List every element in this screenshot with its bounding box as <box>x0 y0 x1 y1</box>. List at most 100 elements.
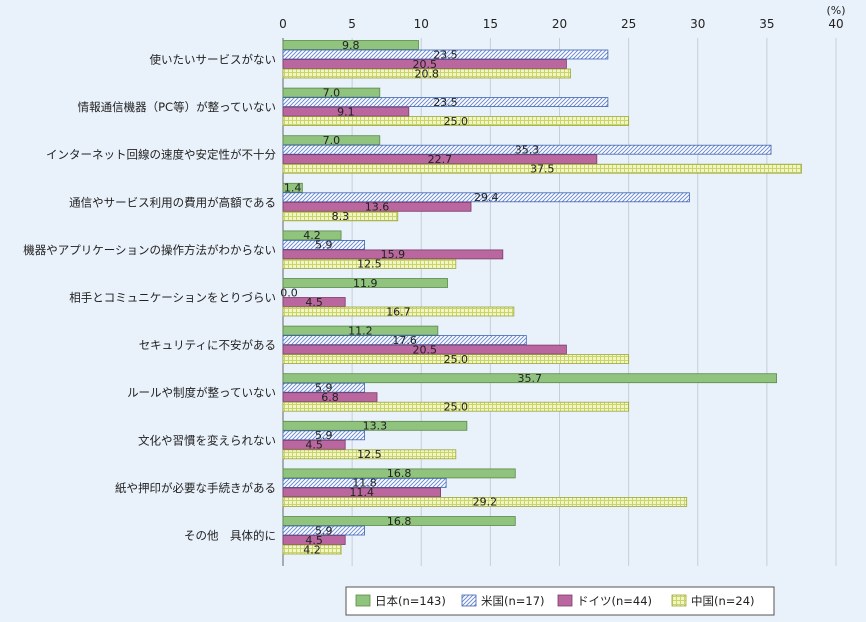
data-labels: 9.823.520.520.87.023.59.125.07.035.322.7… <box>280 39 554 556</box>
category-label: インターネット回線の速度や安定性が不十分 <box>46 148 276 162</box>
bar <box>282 239 365 250</box>
legend-label: 米国(n=17) <box>481 594 545 608</box>
data-label: 4.2 <box>303 543 321 556</box>
bars <box>282 40 802 555</box>
bar <box>282 392 378 403</box>
legend: 日本(n=143) 米国(n=17) ドイツ(n=44) 中国(n=24) <box>345 586 775 616</box>
bar <box>282 382 365 393</box>
data-label: 12.5 <box>357 258 382 271</box>
legend-label: 日本(n=143) <box>375 594 446 608</box>
bar <box>282 516 516 526</box>
tick-label: 10 <box>414 17 429 31</box>
legend-box <box>345 586 775 616</box>
legend-label: ドイツ(n=44) <box>577 594 652 608</box>
category-label: ルールや制度が整っていない <box>127 386 276 400</box>
unit-label: (%) <box>826 4 845 17</box>
bar <box>282 297 346 307</box>
bar <box>282 468 516 479</box>
tick-label: 40 <box>828 17 843 31</box>
data-label: 11.9 <box>353 277 378 290</box>
data-label: 20.8 <box>415 67 440 80</box>
bar <box>282 373 777 384</box>
data-label: 9.8 <box>342 39 360 52</box>
data-label: 4.2 <box>303 229 321 242</box>
bar <box>282 163 802 174</box>
data-label: 7.0 <box>323 134 341 147</box>
data-label: 4.5 <box>305 534 323 547</box>
bar <box>282 496 688 507</box>
category-label: 使いたいサービスがない <box>150 53 277 67</box>
data-label: 12.5 <box>357 448 382 461</box>
tick-label: 5 <box>348 17 356 31</box>
data-label: 9.1 <box>337 105 355 118</box>
x-axis: 0 5 10 15 20 25 30 35 40(%) <box>279 4 845 31</box>
data-label: 5.9 <box>315 429 333 442</box>
tick-label: 15 <box>483 17 498 31</box>
category-label: 紙や押印が必要な手続きがある <box>115 481 276 495</box>
category-label: 通信やサービス利用の費用が高額である <box>69 195 276 209</box>
bar <box>282 535 346 545</box>
legend-swatch <box>557 594 573 607</box>
bar <box>282 154 598 165</box>
data-label: 6.8 <box>321 391 339 404</box>
bar <box>282 201 472 212</box>
tick-label: 25 <box>621 17 636 31</box>
data-label: 29.4 <box>474 191 499 204</box>
data-label: 5.9 <box>315 524 333 537</box>
data-label: 15.9 <box>381 248 406 261</box>
category-label: 機器やアプリケーションの操作方法がわからない <box>23 243 276 257</box>
bar <box>282 325 439 336</box>
bar <box>282 135 381 146</box>
bar <box>282 211 399 222</box>
category-label: 文化や習慣を変えられない <box>138 433 276 447</box>
bar <box>282 487 442 498</box>
bar <box>282 87 381 98</box>
bar <box>282 192 690 203</box>
bar <box>282 449 457 460</box>
data-label: 23.5 <box>433 48 458 61</box>
tick-label: 30 <box>690 17 705 31</box>
legend-swatch <box>671 594 687 607</box>
data-label: 29.2 <box>473 496 498 509</box>
data-label: 0.0 <box>280 286 298 299</box>
bar <box>282 258 457 269</box>
bar <box>282 544 342 555</box>
legend-swatch <box>461 594 477 607</box>
data-label: 5.9 <box>315 382 333 395</box>
bar <box>282 182 303 193</box>
bar <box>282 420 468 431</box>
data-label: 11.2 <box>348 324 373 337</box>
data-label: 25.0 <box>444 353 469 366</box>
legend-label: 中国(n=24) <box>691 594 755 608</box>
data-label: 13.6 <box>365 201 390 214</box>
data-label: 20.5 <box>412 58 437 71</box>
data-label: 23.5 <box>433 96 458 109</box>
data-label: 11.4 <box>350 486 375 499</box>
data-label: 4.5 <box>305 439 323 452</box>
data-label: 4.5 <box>305 296 323 309</box>
data-label: 16.8 <box>387 467 412 480</box>
data-label: 5.9 <box>315 239 333 252</box>
data-label: 8.3 <box>332 210 350 223</box>
category-label: 相手とコミュニケーションをとりづらい <box>69 291 276 305</box>
bar <box>282 144 772 155</box>
bar <box>282 106 410 117</box>
data-label: 25.0 <box>444 401 469 414</box>
bar <box>282 525 365 536</box>
data-label: 1.4 <box>284 182 302 195</box>
data-label: 11.8 <box>352 477 377 490</box>
data-label: 20.5 <box>412 343 437 356</box>
bar <box>282 49 609 60</box>
data-label: 22.7 <box>428 153 453 166</box>
data-label: 7.0 <box>323 86 341 99</box>
tick-label: 0 <box>279 17 287 31</box>
tick-label: 20 <box>552 17 567 31</box>
bar <box>282 344 567 355</box>
bar <box>282 40 419 50</box>
legend-swatch <box>355 594 371 607</box>
bar <box>282 278 448 288</box>
bar <box>282 306 515 317</box>
bar <box>282 59 567 69</box>
data-label: 35.7 <box>518 372 543 385</box>
